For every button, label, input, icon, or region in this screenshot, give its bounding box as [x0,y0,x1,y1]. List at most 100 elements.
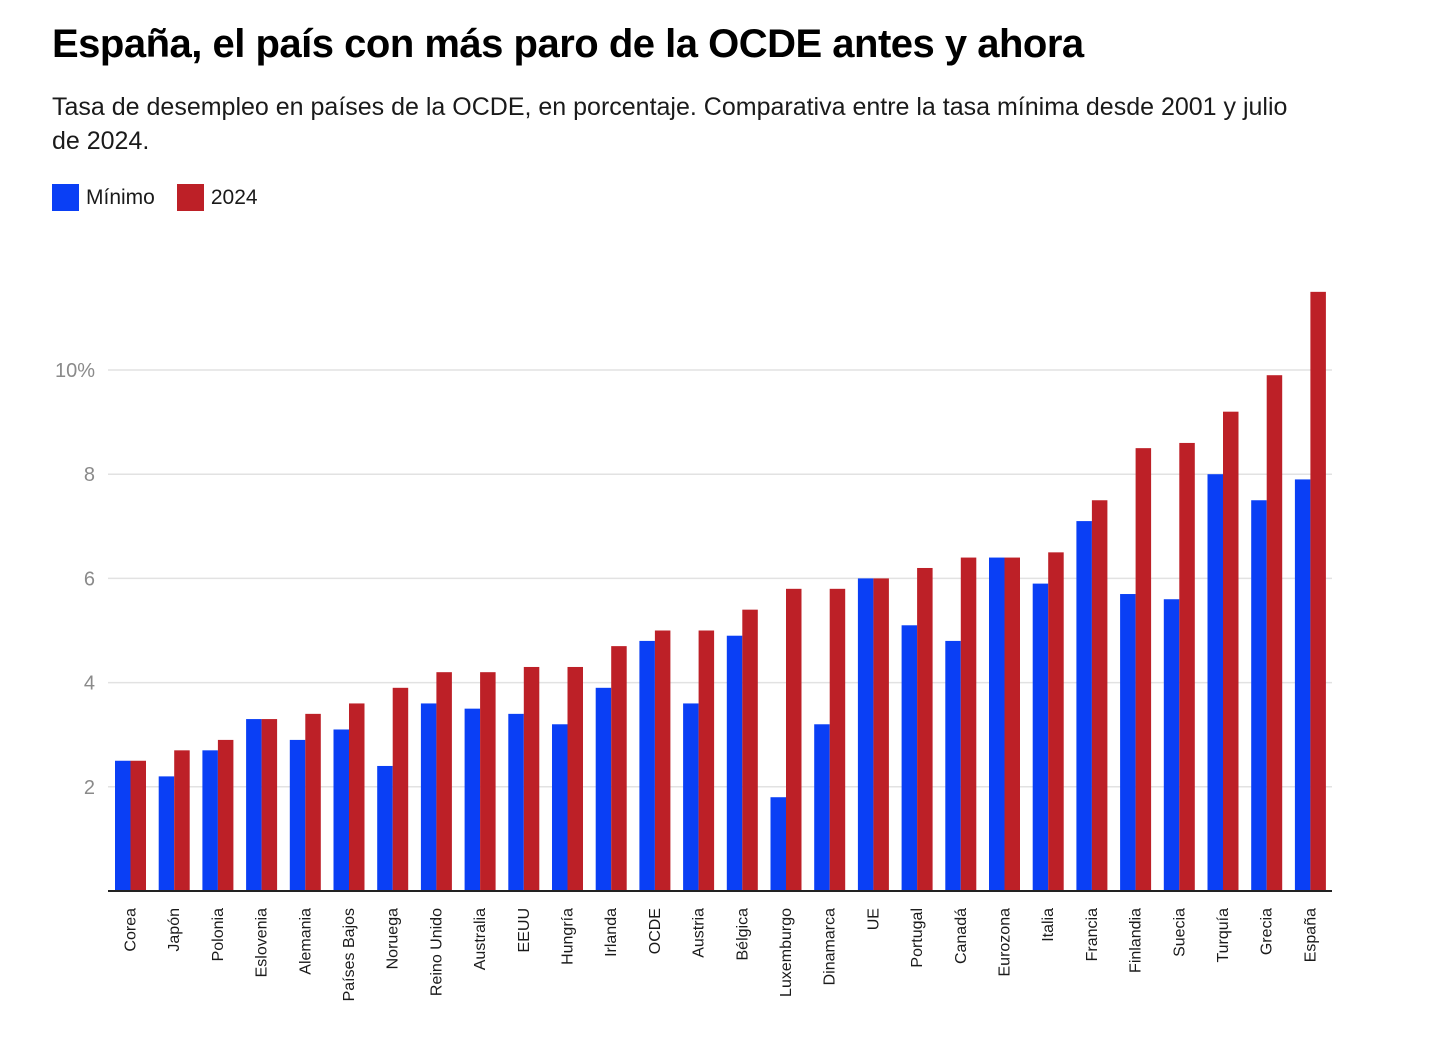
bar-minimo [726,635,743,891]
bar-2024 [130,760,146,891]
bar-minimo [246,719,262,891]
x-tick-label: Hungría [560,908,577,965]
x-tick-label: Italia [1040,908,1057,942]
x-tick-label: Japón [166,908,183,952]
bar-2024 [960,557,977,891]
bar-2024 [436,672,452,891]
bar-minimo [289,739,306,891]
bar-2024 [1223,411,1239,891]
bar-2024 [829,588,846,891]
bar-2024 [1179,442,1195,891]
legend-item-2024: 2024 [176,184,258,211]
x-tick-label: Turquía [1215,908,1232,963]
x-tick-label: Polonia [210,908,227,961]
bar-2024 [873,578,889,891]
x-tick-label: Noruega [385,908,402,969]
bar-minimo [1294,479,1311,891]
bar-2024 [1310,291,1326,892]
bar-minimo [595,687,612,891]
bar-minimo [377,765,393,891]
bar-minimo [1120,594,1136,891]
x-tick-label: Alemania [297,908,314,975]
x-tick-label: Portugal [909,908,926,968]
bar-2024 [261,719,278,891]
bar-2024 [174,750,190,891]
x-tick-label: Canadá [953,908,970,964]
bar-minimo [1032,583,1049,891]
x-tick-label: Austria [691,908,708,958]
x-tick-label: Eurozona [997,908,1014,977]
legend-item-minimo: Mínimo [52,184,155,211]
x-tick-label: OCDE [647,908,664,954]
bar-2024 [567,666,583,891]
y-tick-label: 2 [84,777,95,799]
x-tick-label: Dinamarca [822,908,839,985]
bar-minimo [115,760,131,891]
bar-minimo [464,708,481,891]
bar-2024 [1091,500,1108,891]
bar-minimo [1251,500,1267,891]
bar-2024 [217,739,234,891]
legend-swatch-2024 [176,184,204,211]
bar-2024 [392,687,409,891]
bar-2024 [742,609,758,891]
bar-minimo [420,703,437,891]
bar-minimo [639,640,655,891]
x-tick-label: Luxemburgo [778,908,795,997]
legend-label-2024: 2024 [210,185,258,209]
bar-minimo [989,557,1005,891]
bar-minimo [1163,599,1180,891]
bar-2024 [480,672,496,891]
bar-2024 [654,630,671,891]
bar-2024 [786,588,802,891]
x-tick-label: Bélgica [734,908,751,961]
bar-minimo [202,750,218,891]
bar-minimo [857,578,874,891]
bar-minimo [552,724,568,891]
y-tick-label: 4 [84,673,95,695]
x-tick-label: Irlanda [603,908,620,957]
x-tick-label: Corea [123,908,140,952]
bars [115,291,1326,892]
x-tick-label: Francia [1084,908,1101,961]
x-tick-label: Finlandia [1128,908,1145,973]
x-tick-label: Países Bajos [341,908,358,1001]
bar-2024 [349,703,365,891]
bar-2024 [611,646,627,891]
bar-2024 [1266,375,1283,892]
y-tick-label: 6 [84,568,95,590]
bar-minimo [508,713,524,891]
bar-2024 [305,713,321,891]
x-tick-label: Reino Unido [428,908,445,996]
y-axis-ticks: 2 4 6 8 10% [55,360,95,799]
x-tick-label: Eslovenia [254,908,271,977]
x-tick-label: Suecia [1171,908,1188,957]
bar-minimo [333,729,349,891]
y-tick-label: 10% [55,360,95,382]
legend-swatch-minimo [52,184,79,211]
x-tick-label: España [1302,908,1319,962]
legend: Mínimo 2024 [52,184,280,211]
bar-minimo [683,703,699,891]
bar-2024 [1048,552,1064,891]
bar-2024 [917,567,933,891]
bar-minimo [770,797,786,891]
bar-minimo [1207,474,1223,891]
chart-title: España, el país con más paro de la OCDE … [52,22,1084,66]
x-tick-label: Australia [472,908,489,970]
bar-2024 [698,630,715,891]
x-tick-label: EEUU [516,908,533,952]
bar-2024 [1135,448,1152,891]
y-tick-label: 8 [84,464,95,486]
bar-minimo [814,724,830,891]
chart-subtitle: Tasa de desempleo en países de la OCDE, … [52,93,1288,155]
bar-minimo [945,640,961,891]
bar-minimo [1076,521,1092,891]
legend-label-minimo: Mínimo [86,185,155,209]
bar-2024 [1004,557,1020,891]
x-axis-ticks: Corea Japón Polonia Eslovenia Alemania Países… [123,908,1320,1001]
bar-2024 [523,666,540,891]
bar-minimo [901,625,918,891]
x-tick-label: Grecia [1259,908,1276,955]
